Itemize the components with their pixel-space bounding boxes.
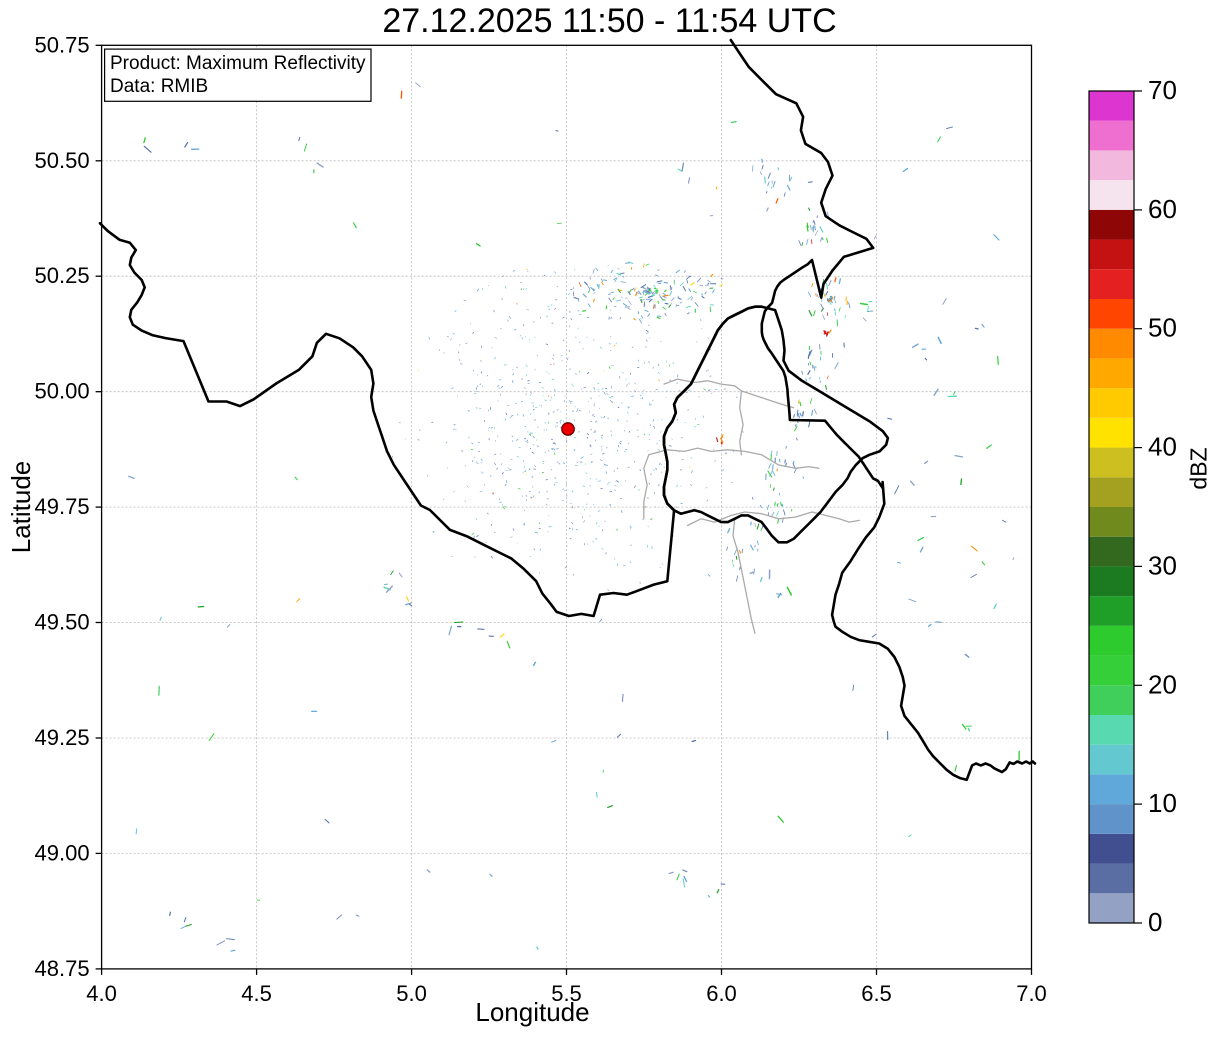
svg-text:Latitude: Latitude [6, 461, 36, 554]
